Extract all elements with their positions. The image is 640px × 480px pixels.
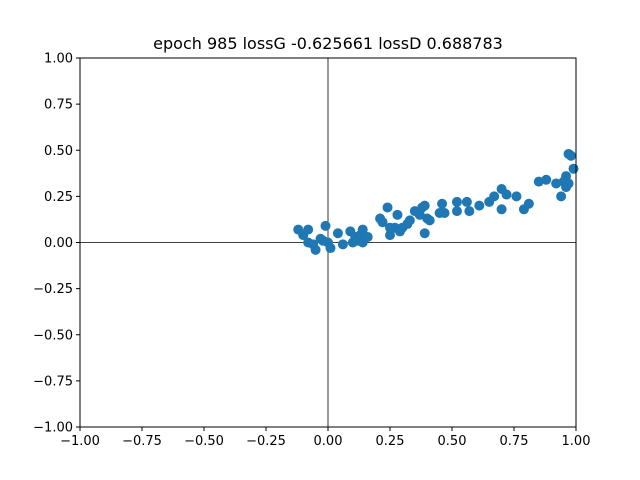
y-tick-label: 1.00 <box>44 52 73 67</box>
scatter-point <box>451 196 462 207</box>
scatter-point <box>382 202 393 213</box>
scatter-point <box>439 207 450 218</box>
scatter-point <box>501 189 512 200</box>
y-tick-label: −1.00 <box>33 421 73 436</box>
scatter-point <box>496 204 507 215</box>
scatter-point <box>419 200 430 211</box>
y-tick-label: 0.25 <box>44 190 73 205</box>
scatter-point <box>385 230 395 241</box>
scatter-point <box>332 228 343 239</box>
scatter-point <box>474 200 485 211</box>
scatter-point <box>419 228 430 239</box>
scatter-point <box>357 224 368 235</box>
scatter-point <box>437 198 448 209</box>
scatter-point <box>377 217 388 228</box>
scatter-point <box>310 244 321 255</box>
y-tick-label: 0.50 <box>44 144 73 159</box>
scatter-point <box>541 174 552 185</box>
scatter-point <box>451 206 462 217</box>
x-tick-label: −0.75 <box>122 434 162 449</box>
scatter-point <box>568 163 579 174</box>
x-tick-label: −0.50 <box>184 434 224 449</box>
scatter-point <box>464 206 475 217</box>
x-tick-label: 0.00 <box>314 434 343 449</box>
scatter-point <box>392 209 403 220</box>
y-tick-label: 0.00 <box>44 236 73 251</box>
scatter-point <box>320 220 331 231</box>
scatter-point <box>325 243 336 254</box>
scatter-point <box>404 215 415 226</box>
scatter-point <box>337 239 348 250</box>
chart-title: epoch 985 lossG -0.625661 lossD 0.688783 <box>153 34 503 53</box>
y-tick-label: −0.50 <box>33 328 73 343</box>
scatter-point <box>556 191 567 202</box>
x-tick-label: 0.25 <box>376 434 405 449</box>
x-tick-label: 1.00 <box>562 434 591 449</box>
scatter-point <box>424 215 435 226</box>
scatter-point <box>303 224 314 235</box>
y-tick-label: 0.75 <box>44 98 73 113</box>
scatter-point <box>511 191 522 202</box>
scatter-point <box>461 196 472 207</box>
scatter-point <box>489 191 500 202</box>
scatter-point <box>566 150 577 161</box>
x-tick-label: 0.75 <box>500 434 529 449</box>
y-tick-label: −0.25 <box>33 282 73 297</box>
scatter-point <box>362 231 373 242</box>
x-tick-label: −1.00 <box>60 434 100 449</box>
x-tick-label: 0.50 <box>438 434 467 449</box>
scatter-point <box>563 178 574 189</box>
scatter-point <box>523 198 534 209</box>
x-tick-label: −0.25 <box>246 434 286 449</box>
y-tick-label: −0.75 <box>33 374 73 389</box>
